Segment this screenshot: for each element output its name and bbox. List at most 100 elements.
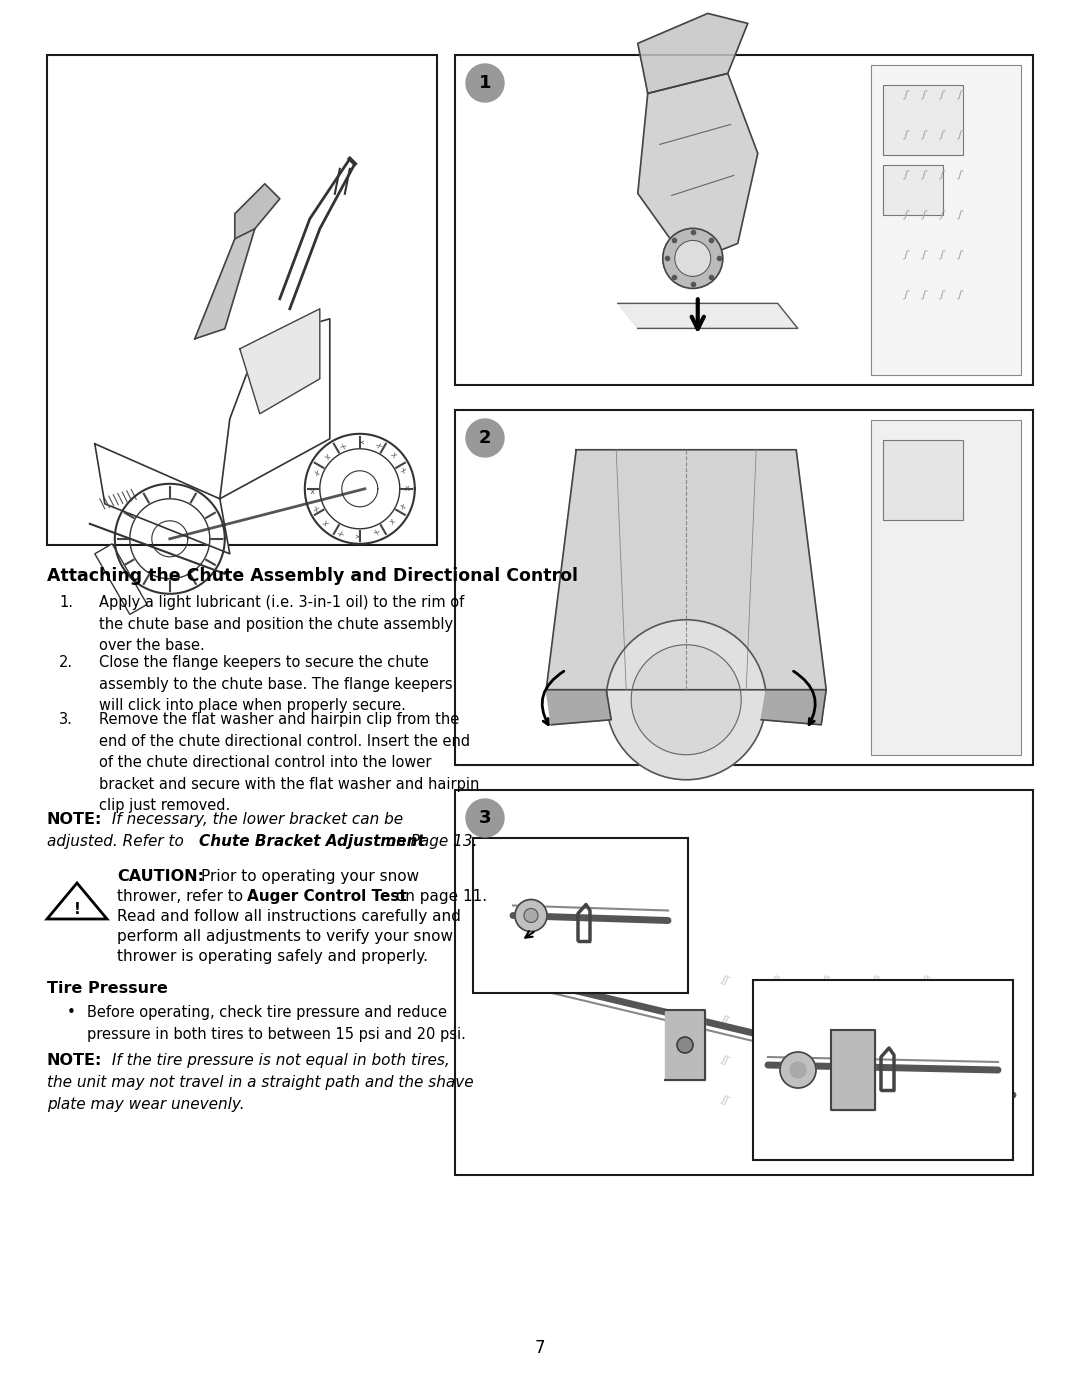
Text: ʃʃ: ʃʃ bbox=[769, 974, 781, 986]
Text: Tire Pressure: Tire Pressure bbox=[48, 981, 167, 996]
Text: thrower is operating safely and properly.: thrower is operating safely and properly… bbox=[117, 949, 428, 964]
Circle shape bbox=[663, 228, 723, 288]
Text: !: ! bbox=[73, 901, 80, 916]
Polygon shape bbox=[546, 450, 826, 690]
Text: ʃ: ʃ bbox=[957, 289, 963, 300]
Text: ʃ: ʃ bbox=[957, 130, 963, 140]
Text: X: X bbox=[338, 441, 346, 448]
Circle shape bbox=[515, 900, 546, 932]
Polygon shape bbox=[48, 883, 107, 919]
Text: X: X bbox=[389, 518, 396, 525]
Text: Read and follow all instructions carefully and: Read and follow all instructions careful… bbox=[117, 909, 461, 923]
Text: X: X bbox=[310, 486, 315, 492]
Text: ʃ: ʃ bbox=[921, 289, 927, 300]
Text: Apply a light lubricant (i.e. 3-in-1 oil) to the rim of
the chute base and posit: Apply a light lubricant (i.e. 3-in-1 oil… bbox=[99, 595, 464, 654]
Text: NOTE:: NOTE: bbox=[48, 812, 103, 827]
Text: X: X bbox=[374, 441, 381, 448]
Circle shape bbox=[780, 1052, 816, 1088]
Text: ʃʃ: ʃʃ bbox=[820, 1094, 831, 1106]
Bar bbox=[455, 54, 1032, 386]
Text: ʃʃ: ʃʃ bbox=[719, 1053, 730, 1066]
Polygon shape bbox=[95, 444, 230, 553]
Text: Remove the flat washer and hairpin clip from the
end of the chute directional co: Remove the flat washer and hairpin clip … bbox=[99, 712, 480, 813]
Text: X: X bbox=[323, 451, 330, 460]
Text: ʃ: ʃ bbox=[903, 250, 909, 260]
Text: ʃ: ʃ bbox=[957, 89, 963, 101]
Circle shape bbox=[465, 799, 504, 837]
Circle shape bbox=[465, 64, 504, 102]
Text: 3.: 3. bbox=[59, 712, 72, 726]
Text: ʃ: ʃ bbox=[939, 130, 945, 140]
Text: ʃ: ʃ bbox=[939, 250, 945, 260]
Text: ʃ: ʃ bbox=[903, 169, 909, 180]
Text: ʃ: ʃ bbox=[921, 250, 927, 260]
Text: ʃ: ʃ bbox=[939, 289, 945, 300]
Bar bbox=[95, 543, 147, 615]
Bar bbox=[455, 409, 1032, 766]
Polygon shape bbox=[234, 184, 280, 239]
Bar bbox=[455, 789, 1032, 1175]
Circle shape bbox=[631, 645, 741, 754]
Text: NOTE:: NOTE: bbox=[48, 1053, 103, 1067]
Text: . on Page 13.: . on Page 13. bbox=[377, 834, 477, 849]
Polygon shape bbox=[194, 229, 255, 339]
Text: ʃ: ʃ bbox=[921, 210, 927, 221]
Text: ʃ: ʃ bbox=[939, 169, 945, 180]
Text: ʃ: ʃ bbox=[957, 169, 963, 180]
Bar bbox=[48, 54, 437, 545]
Text: X: X bbox=[404, 486, 409, 492]
Text: ʃʃ: ʃʃ bbox=[820, 974, 831, 986]
Polygon shape bbox=[220, 319, 329, 499]
Text: ʃʃ: ʃʃ bbox=[769, 1094, 781, 1106]
Text: X: X bbox=[356, 440, 363, 444]
Text: ʃ: ʃ bbox=[939, 210, 945, 221]
Text: Before operating, check tire pressure and reduce
pressure in both tires to betwe: Before operating, check tire pressure an… bbox=[87, 1004, 465, 1042]
Text: •: • bbox=[67, 1004, 76, 1020]
Circle shape bbox=[465, 419, 504, 457]
Text: X: X bbox=[356, 534, 363, 538]
Bar bbox=[882, 85, 962, 155]
Text: ʃ: ʃ bbox=[903, 210, 909, 221]
Bar bbox=[753, 981, 1013, 1160]
Text: ʃʃ: ʃʃ bbox=[769, 1053, 781, 1066]
Text: plate may wear unevenly.: plate may wear unevenly. bbox=[48, 1097, 245, 1112]
Text: ʃʃ: ʃʃ bbox=[820, 1053, 831, 1066]
Text: If necessary, the lower bracket can be: If necessary, the lower bracket can be bbox=[107, 812, 403, 827]
Text: Close the flange keepers to secure the chute
assembly to the chute base. The fla: Close the flange keepers to secure the c… bbox=[99, 655, 453, 714]
Text: ʃʃ: ʃʃ bbox=[919, 1014, 931, 1027]
Polygon shape bbox=[638, 74, 758, 264]
Text: ʃ: ʃ bbox=[903, 289, 909, 300]
Text: ʃ: ʃ bbox=[903, 130, 909, 140]
Text: CAUTION:: CAUTION: bbox=[117, 869, 204, 884]
Text: on page 11.: on page 11. bbox=[391, 888, 487, 904]
Text: Prior to operating your snow: Prior to operating your snow bbox=[201, 869, 419, 884]
Text: ʃʃ: ʃʃ bbox=[869, 1094, 880, 1106]
Polygon shape bbox=[638, 14, 747, 94]
Bar bbox=[872, 420, 1022, 754]
Polygon shape bbox=[546, 690, 611, 725]
Circle shape bbox=[606, 620, 766, 780]
Text: X: X bbox=[400, 503, 406, 510]
Text: X: X bbox=[374, 529, 381, 535]
Text: ʃʃ: ʃʃ bbox=[919, 1053, 931, 1066]
Circle shape bbox=[524, 908, 538, 922]
Text: Chute Bracket Adjustment: Chute Bracket Adjustment bbox=[199, 834, 424, 849]
Text: 2.: 2. bbox=[59, 655, 73, 671]
Text: X: X bbox=[389, 451, 396, 460]
Text: ʃʃ: ʃʃ bbox=[919, 974, 931, 986]
Text: adjusted. Refer to: adjusted. Refer to bbox=[48, 834, 189, 849]
Text: ʃʃ: ʃʃ bbox=[719, 974, 730, 986]
Text: the unit may not travel in a straight path and the shave: the unit may not travel in a straight pa… bbox=[48, 1076, 474, 1090]
Text: 1: 1 bbox=[478, 74, 491, 92]
Text: 3: 3 bbox=[478, 809, 491, 827]
Polygon shape bbox=[761, 690, 826, 725]
Text: ʃ: ʃ bbox=[957, 210, 963, 221]
Bar bbox=[473, 838, 688, 993]
Text: ʃ: ʃ bbox=[921, 89, 927, 101]
Text: ʃʃ: ʃʃ bbox=[869, 1014, 880, 1027]
Polygon shape bbox=[831, 1030, 875, 1111]
Text: ʃ: ʃ bbox=[921, 169, 927, 180]
Text: ʃʃ: ʃʃ bbox=[719, 1094, 730, 1106]
Text: X: X bbox=[338, 529, 346, 535]
Text: ʃ: ʃ bbox=[957, 250, 963, 260]
